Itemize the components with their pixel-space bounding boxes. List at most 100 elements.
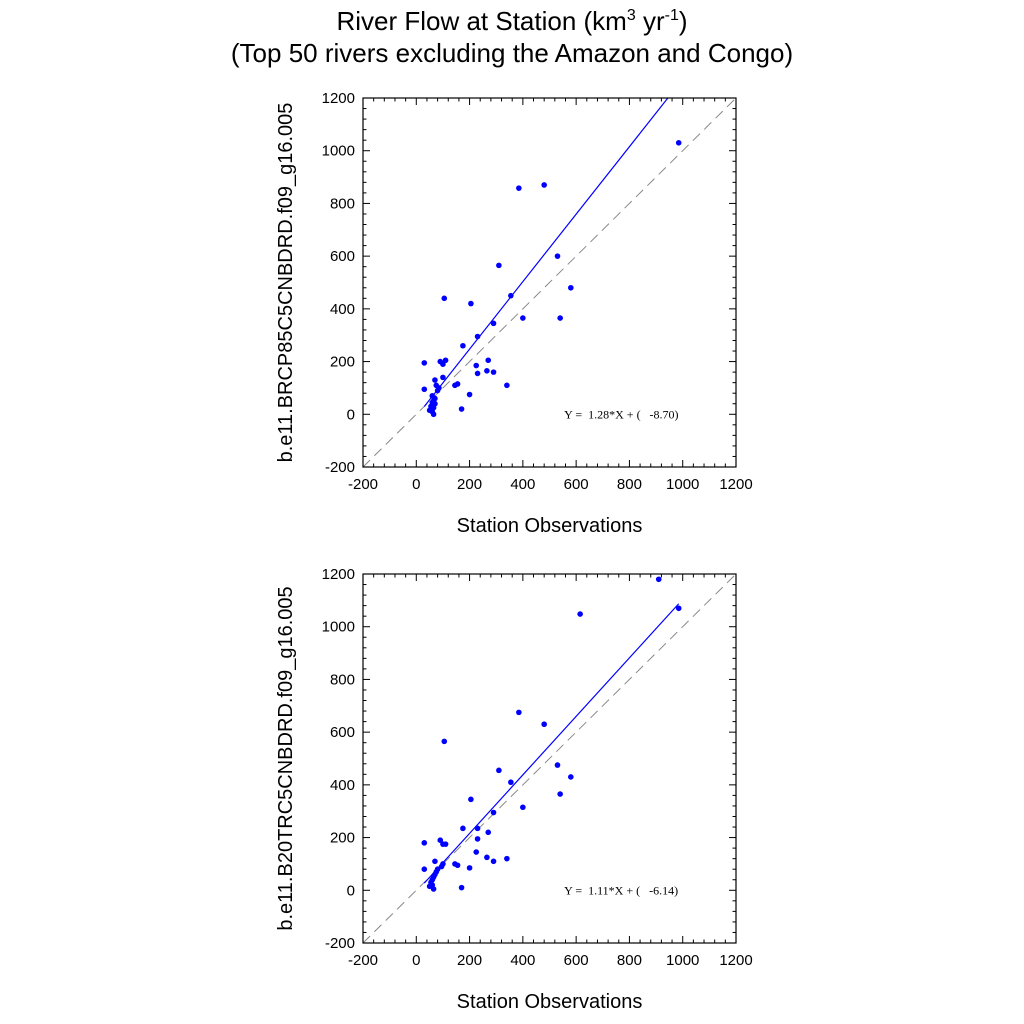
- data-point: [508, 292, 514, 299]
- data-point: [568, 284, 574, 291]
- data-point: [554, 253, 561, 259]
- x-tick-label: 600: [564, 476, 589, 493]
- data-point: [438, 863, 445, 870]
- data-point: [430, 886, 437, 892]
- y-tick-label: 800: [330, 671, 355, 688]
- x-tick-label: 1200: [719, 476, 752, 493]
- data-point: [468, 300, 474, 307]
- data-point: [473, 362, 480, 369]
- data-point: [441, 738, 448, 745]
- data-point: [496, 767, 502, 774]
- y-tick-label: -200: [325, 935, 355, 952]
- data-point: [460, 825, 466, 832]
- x-tick-label: 400: [510, 952, 535, 969]
- data-point: [473, 849, 480, 855]
- data-point: [474, 825, 481, 832]
- x-tick-label: 400: [510, 476, 535, 493]
- data-point: [490, 858, 497, 865]
- data-point: [485, 829, 492, 836]
- y-tick-label: -200: [325, 459, 355, 476]
- data-point: [577, 611, 583, 617]
- data-point: [490, 369, 497, 375]
- figure-title-line2: (Top 50 rivers excluding the Amazon and …: [231, 38, 793, 68]
- x-tick-label: 1000: [666, 476, 699, 493]
- data-point: [441, 295, 448, 302]
- one-to-one-line: [363, 98, 736, 467]
- x-tick-label: -200: [348, 476, 378, 493]
- y-tick-label: 1000: [322, 619, 355, 636]
- y-tick-label: 400: [330, 777, 355, 794]
- plot-frame: [362, 573, 737, 944]
- data-point: [504, 855, 510, 862]
- x-tick-label: 1200: [719, 952, 752, 969]
- scatter-panel-top: -200 0 200 400 600 800 1000 1200 -200 0 200 400 600 8…: [275, 90, 753, 537]
- x-tick-label: 200: [457, 952, 482, 969]
- data-point: [554, 762, 561, 768]
- y-tick-label: 400: [330, 301, 355, 318]
- regression-equation: Y = 1.28*X + ( -8.70): [564, 407, 678, 421]
- data-point: [440, 361, 446, 368]
- regression-fit-line: [423, 98, 669, 407]
- data-point: [458, 884, 465, 891]
- data-point: [557, 315, 563, 321]
- data-point: [426, 883, 433, 890]
- data-point: [454, 862, 461, 869]
- y-tick-label: 800: [330, 195, 355, 212]
- data-point: [454, 381, 461, 387]
- x-tick-label: 200: [457, 476, 482, 493]
- data-point: [655, 576, 662, 583]
- data-point: [516, 185, 522, 191]
- x-tick-label: 0: [412, 476, 420, 493]
- data-point: [557, 791, 563, 797]
- data-point: [442, 357, 449, 364]
- y-tick-label: 1000: [322, 143, 355, 160]
- data-point: [520, 804, 526, 811]
- data-point: [434, 387, 441, 394]
- data-point: [508, 779, 514, 786]
- y-axis-label: b.e11.BRCP85C5CNBDRD.f09_g16.005: [275, 103, 297, 463]
- x-tick-label: -200: [348, 952, 378, 969]
- x-tick-label: 800: [617, 952, 642, 969]
- figure-title-line1: River Flow at Station (km3 yr-1): [336, 6, 687, 36]
- data-point: [504, 382, 510, 389]
- data-point: [474, 333, 481, 340]
- data-point: [432, 858, 438, 865]
- data-point: [496, 262, 502, 269]
- data-point: [485, 357, 492, 364]
- data-point: [421, 840, 428, 846]
- data-point: [675, 140, 682, 146]
- x-axis-label: Station Observations: [457, 515, 643, 537]
- data-point: [484, 367, 490, 374]
- data-point: [490, 809, 497, 816]
- x-tick-label: 1000: [666, 952, 699, 969]
- data-point: [490, 320, 497, 327]
- data-point: [541, 721, 547, 728]
- data-point: [460, 342, 466, 349]
- regression-fit-line: [423, 603, 680, 884]
- y-tick-label: 0: [347, 882, 355, 899]
- x-axis-label: Station Observations: [457, 991, 643, 1013]
- data-point: [468, 796, 474, 803]
- plot-frame: [362, 97, 737, 468]
- data-point: [466, 391, 473, 398]
- scatter-panel-bottom: -200 0 200 400 600 800 1000 1200 -200 0 200 400 600 8…: [275, 566, 753, 1013]
- data-point: [466, 865, 473, 871]
- x-tick-label: 800: [617, 476, 642, 493]
- data-point: [458, 406, 465, 412]
- data-point: [421, 386, 428, 393]
- data-point: [675, 605, 682, 612]
- y-tick-label: 1200: [322, 566, 355, 583]
- data-point: [474, 370, 481, 377]
- data-point: [432, 377, 438, 383]
- data-point: [421, 360, 428, 366]
- y-tick-label: 0: [347, 406, 355, 423]
- data-point: [437, 837, 444, 844]
- regression-equation: Y = 1.11*X + ( -6.14): [564, 883, 678, 897]
- y-tick-label: 1200: [322, 90, 355, 107]
- y-tick-label: 600: [330, 724, 355, 741]
- one-to-one-line: [363, 574, 736, 943]
- y-axis-label: b.e11.B20TRC5CNBDRD.f09_g16.005: [275, 586, 297, 930]
- x-tick-label: 0: [412, 952, 420, 969]
- data-point: [430, 411, 437, 418]
